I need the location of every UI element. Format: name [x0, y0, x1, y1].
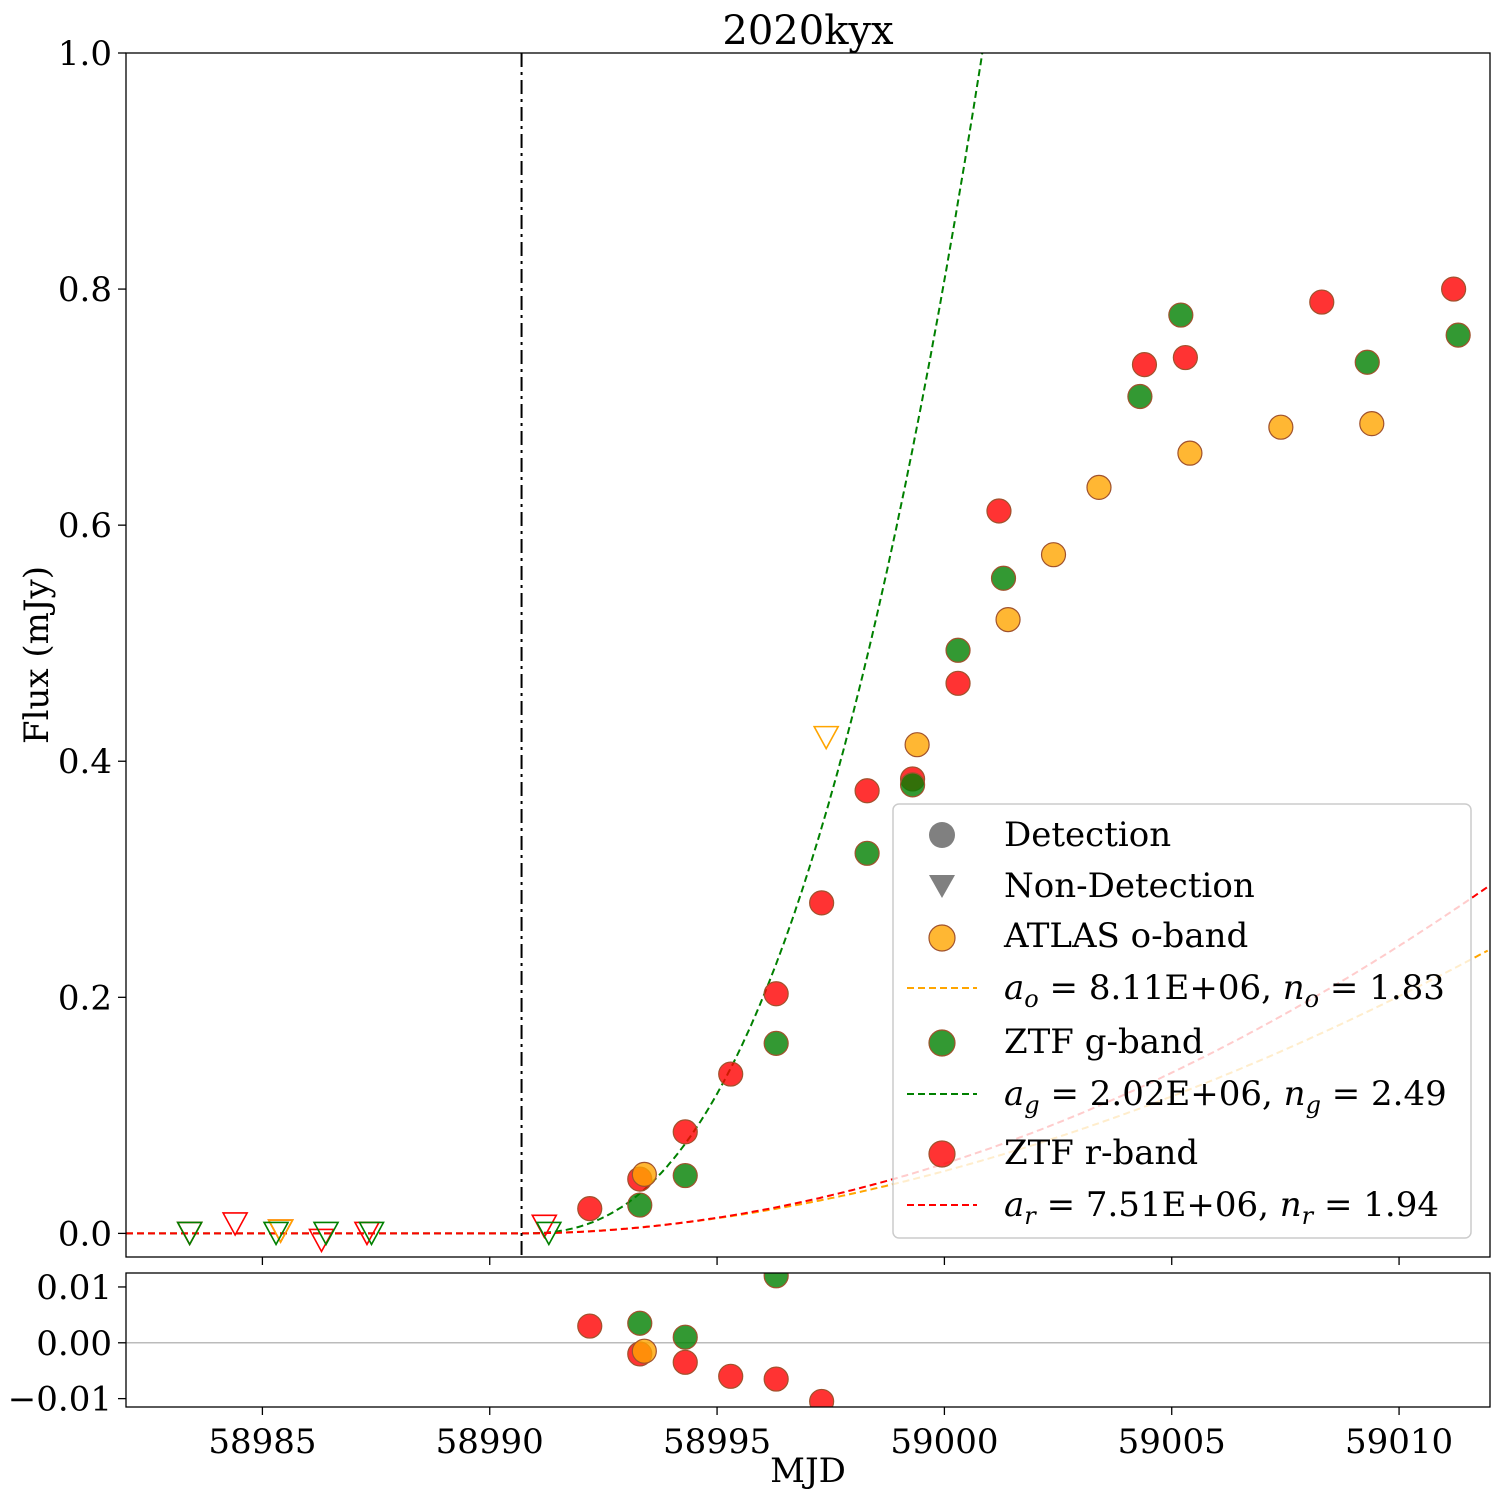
legend-detection-marker — [929, 822, 955, 848]
y-tick-label: 0.6 — [58, 506, 112, 546]
legend-nondetection-marker — [929, 875, 955, 898]
residual-y-tick-label: 0.00 — [36, 1324, 112, 1364]
main-panel: 0.0 0.2 0.4 0.6 0.8 1.0 Flux (mJy) Detection … — [17, 34, 1491, 1265]
residual-r — [577, 1313, 603, 1339]
residual-g — [763, 1273, 789, 1289]
residual-panel: 0.010.00−0.01 58985 58990 58995 59000 59005 5… — [8, 1268, 1491, 1491]
legend-g-fit-label: ag = 2.02E+06, ng = 2.49 — [1004, 1074, 1447, 1119]
x-tick-label: 59010 — [1345, 1422, 1453, 1462]
nondetection-g — [176, 1221, 204, 1247]
residual-r — [718, 1363, 744, 1389]
detection-g — [1127, 383, 1153, 410]
nondetection-g — [262, 1221, 290, 1247]
detection-o — [1086, 474, 1112, 500]
detection-o — [1268, 414, 1294, 440]
x-axis-title: MJD — [770, 1451, 846, 1491]
nondetection-r — [221, 1212, 249, 1237]
legend-r-label: ZTF r-band — [1004, 1133, 1198, 1173]
nondetection-g — [312, 1221, 340, 1247]
y-tick-label: 0.0 — [58, 1214, 112, 1254]
residual-r — [809, 1388, 835, 1407]
residual-y-tick-label: 0.01 — [36, 1268, 112, 1308]
main-x-ticks — [261, 1257, 1400, 1265]
detection-r — [854, 778, 880, 804]
detection-o — [904, 732, 930, 758]
detection-o — [1177, 440, 1203, 466]
detection-o — [995, 606, 1021, 633]
detection-o — [631, 1161, 657, 1187]
detection-g — [1354, 349, 1380, 375]
detection-o — [1040, 542, 1067, 568]
residual-y-tick-label: −0.01 — [8, 1380, 112, 1420]
detection-g — [1445, 322, 1471, 348]
x-tick-label: 59000 — [890, 1422, 998, 1462]
residual-o — [631, 1338, 657, 1364]
detection-o — [1359, 411, 1385, 437]
x-axis: 58985 58990 58995 59000 59005 59010 — [208, 1407, 1453, 1462]
x-tick-label: 58990 — [436, 1422, 544, 1462]
legend-g-label: ZTF g-band — [1004, 1022, 1204, 1062]
x-tick-label: 59005 — [1118, 1422, 1226, 1462]
detection-r — [945, 670, 971, 696]
residual-r — [763, 1366, 789, 1392]
residual-y-axis: 0.01 0.00 −0.01 — [8, 1268, 126, 1420]
detection-g — [945, 637, 971, 663]
detection-r — [1441, 276, 1467, 302]
data-points — [176, 276, 1471, 1254]
residual-g — [672, 1324, 698, 1350]
detection-r — [1309, 289, 1335, 315]
detection-r — [718, 1061, 744, 1087]
residual-points — [577, 1273, 835, 1407]
residual-r — [672, 1349, 698, 1375]
y-tick-label: 0.2 — [58, 978, 112, 1018]
detection-r — [763, 981, 789, 1007]
detection-g — [990, 565, 1017, 591]
detection-g — [627, 1192, 653, 1218]
detection-r — [1172, 344, 1198, 371]
legend-o-fit-label: ao = 8.11E+06, no = 1.83 — [1004, 968, 1445, 1013]
y-tick-label: 0.8 — [58, 270, 112, 310]
nondetection-g — [358, 1221, 385, 1247]
y-tick-label: 0.4 — [58, 742, 112, 782]
detection-g — [672, 1162, 698, 1189]
legend-o-marker — [928, 924, 956, 952]
detection-r — [1131, 352, 1158, 378]
chart-title: 2020kyx — [722, 8, 894, 54]
x-tick-label: 58985 — [208, 1422, 316, 1462]
detection-g — [854, 840, 880, 866]
main-y-axis: 0.0 0.2 0.4 0.6 0.8 1.0 — [58, 34, 126, 1254]
detection-r — [672, 1119, 698, 1145]
nondetection-o — [812, 725, 840, 751]
detection-r — [986, 498, 1012, 524]
residual-g — [627, 1310, 653, 1336]
residual-panel-frame — [125, 1272, 1491, 1408]
legend-o-label: ATLAS o-band — [1003, 916, 1248, 956]
legend-r-marker — [928, 1140, 956, 1168]
legend-nondetection-label: Non-Detection — [1004, 866, 1255, 906]
y-axis-title: Flux (mJy) — [17, 566, 57, 744]
detection-g — [899, 772, 926, 798]
legend-detection-label: Detection — [1004, 815, 1171, 855]
legend-g-marker — [928, 1029, 956, 1057]
nondetection-o — [267, 1219, 294, 1244]
legend: Detection Non-Detection ATLAS o-band ao … — [892, 803, 1472, 1239]
x-tick-label: 58995 — [663, 1422, 771, 1462]
detection-g — [763, 1030, 789, 1056]
detection-r — [577, 1196, 603, 1222]
nondetection-g — [535, 1221, 563, 1247]
legend-frame — [892, 803, 1472, 1239]
y-tick-label: 1.0 — [58, 34, 112, 74]
detection-g — [1168, 302, 1194, 328]
main-panel-frame — [125, 52, 1491, 1258]
detection-r — [809, 890, 835, 916]
legend-r-fit-label: ar = 7.51E+06, nr = 1.94 — [1004, 1185, 1439, 1230]
